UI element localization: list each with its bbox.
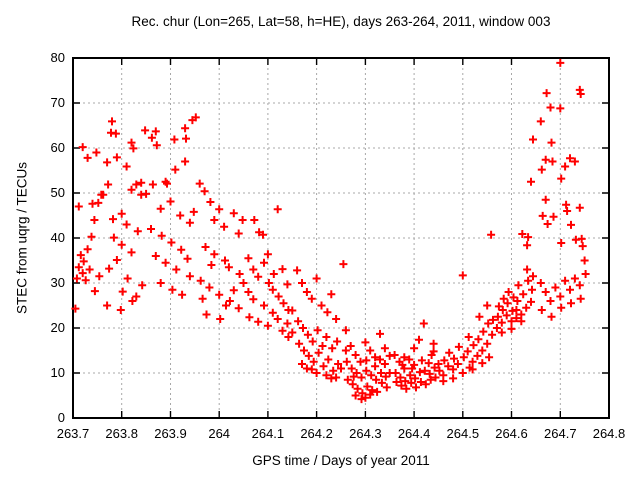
x-tick-label: 264.5	[446, 426, 480, 441]
data-points	[71, 58, 590, 404]
y-tick-label: 40	[50, 230, 65, 245]
x-tick-label: 263.7	[56, 426, 90, 441]
grid-lines	[73, 58, 609, 418]
y-tick-label: 60	[50, 140, 65, 155]
x-tick-label: 264.1	[251, 426, 285, 441]
x-tick-label: 264.7	[544, 426, 577, 441]
y-tick-label: 0	[57, 410, 65, 425]
y-tick-label: 50	[50, 185, 65, 200]
x-tick-label: 264.4	[397, 426, 431, 441]
x-tick-label: 264.3	[349, 426, 382, 441]
x-tick-label: 264.8	[592, 426, 626, 441]
y-tick-label: 70	[50, 95, 65, 110]
y-tick-label: 10	[50, 365, 65, 380]
y-tick-label: 30	[50, 275, 65, 290]
y-tick-label: 80	[50, 50, 65, 65]
x-tick-label: 263.9	[154, 426, 187, 441]
x-tick-label: 263.8	[105, 426, 138, 441]
x-tick-label: 264.2	[300, 426, 333, 441]
x-axis-label: GPS time / Days of year 2011	[252, 453, 430, 468]
y-tick-label: 20	[50, 320, 65, 335]
x-tick-label: 264	[208, 426, 231, 441]
x-tick-label: 264.6	[495, 426, 528, 441]
axis-ticks	[72, 57, 610, 419]
chart-title: Rec. chur (Lon=265, Lat=58, h=HE), days …	[131, 14, 551, 29]
